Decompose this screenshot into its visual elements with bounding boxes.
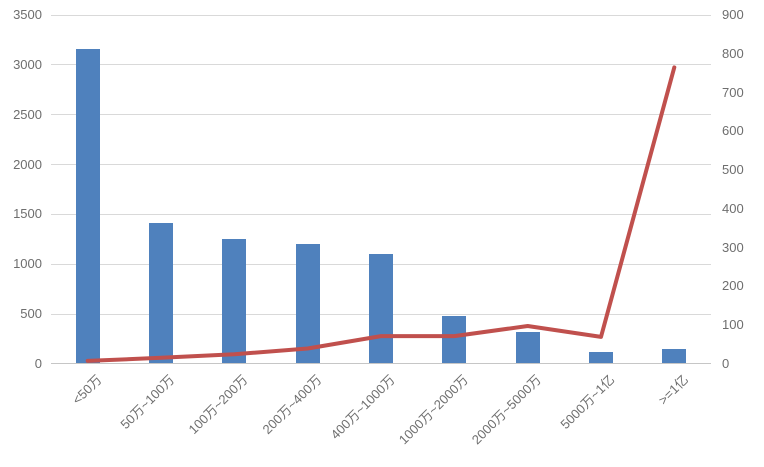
left-axis-tick: 1000 xyxy=(13,256,42,272)
gridline xyxy=(51,213,711,215)
gridline xyxy=(51,164,711,166)
x-axis-category-label: 400万~1000万 xyxy=(327,372,398,443)
plot-area xyxy=(51,14,711,364)
line-series xyxy=(85,65,677,363)
right-axis-tick: 200 xyxy=(722,278,744,294)
bar xyxy=(222,239,247,363)
gridline xyxy=(51,14,711,16)
bar xyxy=(515,332,540,363)
gridline xyxy=(51,64,711,66)
left-axis-tick: 1500 xyxy=(13,206,42,222)
x-axis-category-label: >=1亿 xyxy=(655,372,691,408)
x-axis-category-label: 50万~100万 xyxy=(117,372,178,432)
x-axis-line xyxy=(51,363,711,364)
x-axis-category-label: 100万~200万 xyxy=(185,372,251,438)
left-axis-tick: 3000 xyxy=(13,56,42,72)
bar xyxy=(442,316,467,363)
x-axis-category-label: 5000万~1亿 xyxy=(557,372,618,432)
left-axis-tick: 2000 xyxy=(13,156,42,172)
bar xyxy=(75,48,100,363)
x-axis-category-label: <50万 xyxy=(68,372,105,408)
left-axis-tick: 0 xyxy=(34,356,42,371)
bar xyxy=(149,223,173,363)
left-axis-tick: 3500 xyxy=(13,7,42,22)
bar xyxy=(295,244,320,363)
left-axis-tick: 500 xyxy=(20,306,42,322)
right-axis-tick: 800 xyxy=(722,45,744,61)
right-axis-tick: 100 xyxy=(722,317,744,333)
right-axis-tick: 700 xyxy=(722,84,744,100)
right-axis-tick: 400 xyxy=(722,200,744,216)
x-axis-category-label: 2000万~5000万 xyxy=(469,372,545,448)
right-axis-tick: 0 xyxy=(722,356,730,371)
x-axis-category-label: 200万~400万 xyxy=(259,372,325,438)
left-axis-tick: 2500 xyxy=(13,106,42,122)
right-axis-tick: 600 xyxy=(722,123,744,139)
bar xyxy=(369,254,393,363)
bar xyxy=(589,352,613,363)
x-axis-category-label: 1000万~2000万 xyxy=(395,372,471,448)
right-axis-tick: 900 xyxy=(722,7,744,22)
right-axis-tick: 300 xyxy=(722,239,744,255)
line-series-path xyxy=(85,65,677,363)
right-axis-tick: 500 xyxy=(722,162,744,178)
gridline xyxy=(51,114,711,116)
bar xyxy=(662,349,687,363)
